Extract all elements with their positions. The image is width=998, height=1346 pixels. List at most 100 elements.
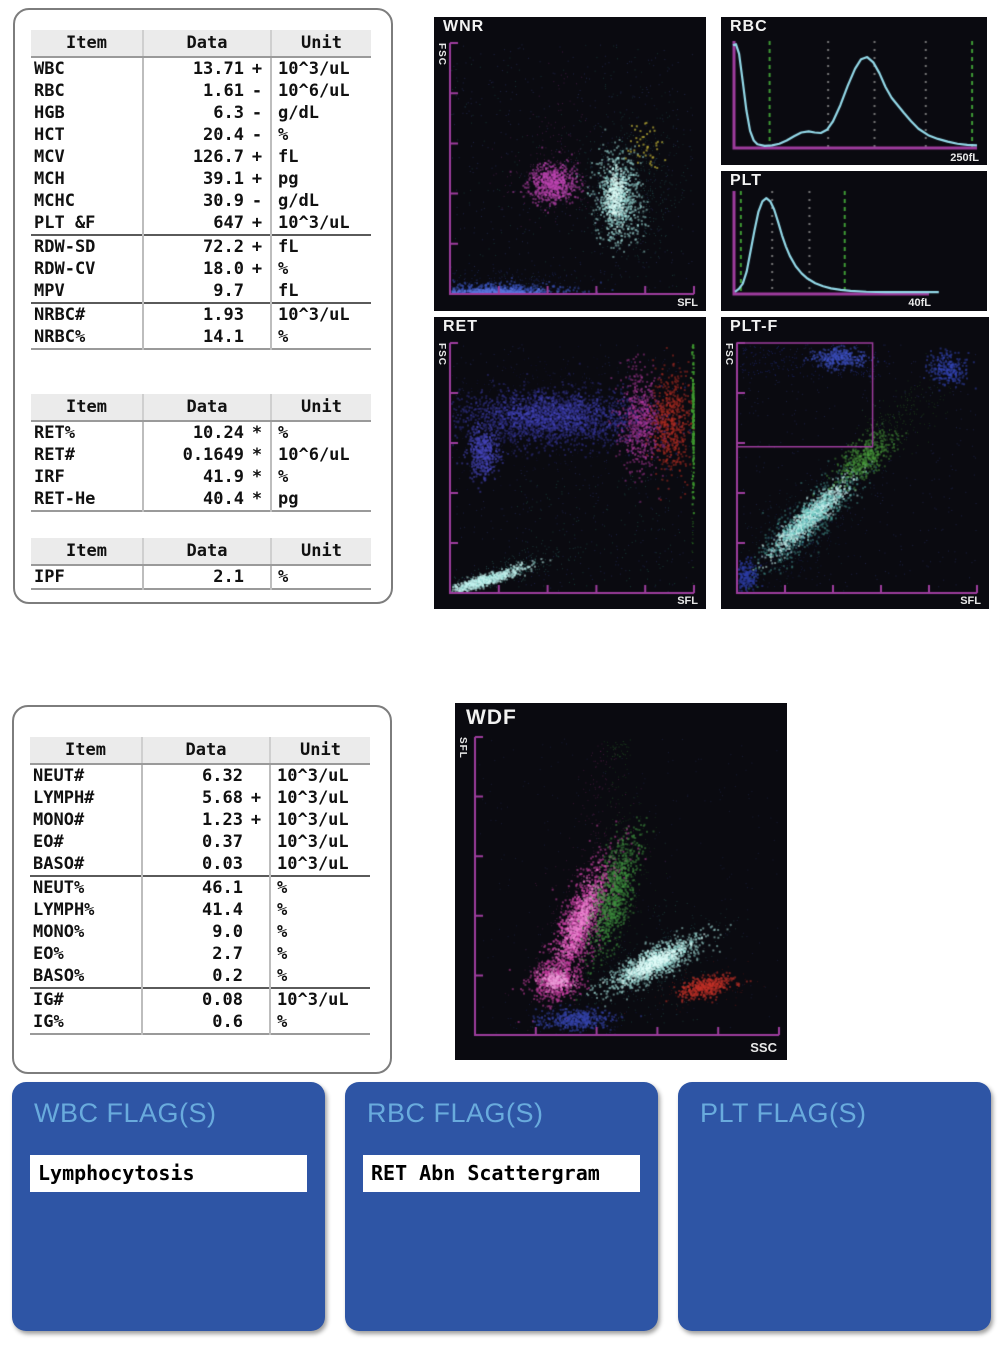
data-cell: 72.2 +: [142, 234, 271, 258]
item-cell: WBC: [34, 59, 65, 79]
column-header: Unit: [269, 737, 370, 765]
table-row: NRBC# 1.93 10^3/uL: [31, 302, 371, 326]
table-row: PLT &F 647 +10^3/uL: [31, 212, 371, 235]
plt-f-scattergram-canvas: [721, 317, 989, 609]
wbc-flag-box: WBC FLAG(S) Lymphocytosis: [12, 1082, 325, 1331]
plt-f-scattergram: PLT-F FSC SFL: [721, 317, 989, 609]
item-cell: HGB: [34, 103, 65, 123]
item-cell: RET#: [34, 445, 75, 465]
unit-cell: %: [269, 943, 370, 965]
item-cell: IPF: [34, 567, 65, 587]
wbc-flag-title: WBC FLAG(S): [34, 1098, 217, 1128]
data-cell: 0.37: [141, 831, 270, 853]
unit-cell: %: [270, 124, 371, 146]
cbc-results-box: Item Data Unit WBC 13.71 +10^3/uL RBC 1.61-10^6…: [13, 8, 393, 604]
table-row: IRF 41.9 *%: [31, 466, 371, 488]
unit-cell: pg: [270, 488, 371, 511]
table-row: MCH 39.1 + pg: [31, 168, 371, 190]
plt-f-x-axis-label: SFL: [960, 595, 981, 607]
wbc-flag-list: Lymphocytosis: [12, 1155, 325, 1192]
table-row: MCV 126.7 + fL: [31, 146, 371, 168]
item-cell: RET%: [34, 423, 75, 443]
item-cell: NRBC#: [31, 302, 143, 326]
cbc-table: Item Data Unit WBC 13.71 +10^3/uL RBC 1.61-10^6…: [31, 30, 371, 350]
data-cell: 126.7 +: [142, 146, 271, 168]
data-cell: 1.93: [142, 302, 271, 326]
item-cell: MONO#: [33, 810, 85, 830]
column-header: Unit: [270, 394, 371, 422]
flag-message: Lymphocytosis: [30, 1155, 307, 1192]
wnr-scattergram: WNR FSC SFL: [434, 17, 706, 311]
ipf-table: Item Data Unit IPF 2.1%: [31, 538, 371, 590]
table-row: RET-He 40.4 * pg: [31, 488, 371, 511]
data-cell: 9.7: [142, 280, 271, 303]
data-cell: 0.08: [141, 987, 270, 1011]
table-row: BASO# 0.03 10^3/uL: [30, 853, 370, 876]
data-cell: 41.9 *: [142, 466, 271, 488]
data-cell: 9.0: [141, 921, 270, 943]
plt-flag-title: PLT FLAG(S): [700, 1098, 867, 1128]
item-cell: RDW-CV: [34, 259, 96, 279]
wnr-title: WNR: [443, 18, 485, 35]
plt-f-y-axis-label: FSC: [723, 343, 734, 366]
unit-cell: 10^3/uL: [269, 809, 370, 831]
table-row: EO# 0.37 10^3/uL: [30, 831, 370, 853]
data-cell: 18.0 +: [142, 258, 271, 280]
table-row: HGB 6.3- g/dL: [31, 102, 371, 124]
unit-cell: g/dL: [270, 102, 371, 124]
data-cell: 0.03: [141, 853, 270, 876]
unit-cell: %: [270, 326, 371, 349]
data-cell: 14.1: [142, 326, 271, 349]
unit-cell: %: [270, 421, 371, 444]
unit-cell: %: [269, 1011, 370, 1034]
item-cell: MCHC: [34, 191, 75, 211]
rbc-histogram-canvas: [721, 17, 987, 165]
column-header: Data: [141, 737, 270, 765]
rbc-histogram: RBC 250fL: [721, 17, 987, 165]
item-cell: MCH: [34, 169, 65, 189]
item-cell: LYMPH#: [33, 788, 95, 808]
unit-cell: 10^3/uL: [270, 212, 371, 235]
data-cell: 2.7: [141, 943, 270, 965]
plt-f-title: PLT-F: [730, 318, 779, 335]
data-cell: 0.2: [141, 965, 270, 988]
data-cell: 2.1: [142, 565, 271, 589]
data-cell: 0.1649 *: [142, 444, 271, 466]
ret-x-axis-label: SFL: [677, 595, 698, 607]
unit-cell: 10^3/uL: [269, 831, 370, 853]
data-cell: 6.32: [141, 764, 270, 787]
item-cell: IRF: [34, 467, 65, 487]
unit-cell: pg: [270, 168, 371, 190]
data-cell: 5.68 +: [141, 787, 270, 809]
data-cell: 10.24 *: [142, 421, 271, 444]
unit-cell: %: [269, 899, 370, 921]
unit-cell: 10^3/uL: [270, 302, 371, 326]
column-header: Data: [142, 394, 271, 422]
plt-histogram-canvas: [721, 171, 987, 311]
data-cell: 6.3-: [142, 102, 271, 124]
item-cell: IG%: [33, 1012, 64, 1032]
item-cell: MONO%: [33, 922, 85, 942]
differential-results-box: Item Data Unit NEUT# 6.32 10^3/uL LYMPH# 5.68 +1…: [12, 705, 392, 1074]
column-header: Item: [31, 30, 143, 58]
item-cell: MCV: [34, 147, 65, 167]
column-header: Unit: [270, 538, 371, 566]
item-cell: BASO#: [33, 854, 85, 874]
table-row: RDW-CV 18.0 +%: [31, 258, 371, 280]
rbc-flag-list: RET Abn Scattergram: [345, 1155, 658, 1192]
wnr-scattergram-canvas: [434, 17, 706, 311]
unit-cell: fL: [270, 146, 371, 168]
plt-flag-box: PLT FLAG(S): [678, 1082, 991, 1331]
ret-table: Item Data Unit RET% 10.24 *% RET# 0.1649 * 10^6/u…: [31, 394, 371, 512]
item-cell: MPV: [34, 281, 65, 301]
unit-cell: 10^6/uL: [270, 80, 371, 102]
data-cell: 20.4-: [142, 124, 271, 146]
item-cell: EO%: [33, 944, 64, 964]
data-cell: 41.4: [141, 899, 270, 921]
ret-scattergram: RET FSC SFL: [434, 317, 706, 609]
wdf-scattergram-canvas: [455, 703, 787, 1060]
plt-histogram: PLT 40fL: [721, 171, 987, 311]
wdf-x-axis-label: SSC: [750, 1040, 777, 1055]
table-row: MCHC 30.9- g/dL: [31, 190, 371, 212]
unit-cell: g/dL: [270, 190, 371, 212]
